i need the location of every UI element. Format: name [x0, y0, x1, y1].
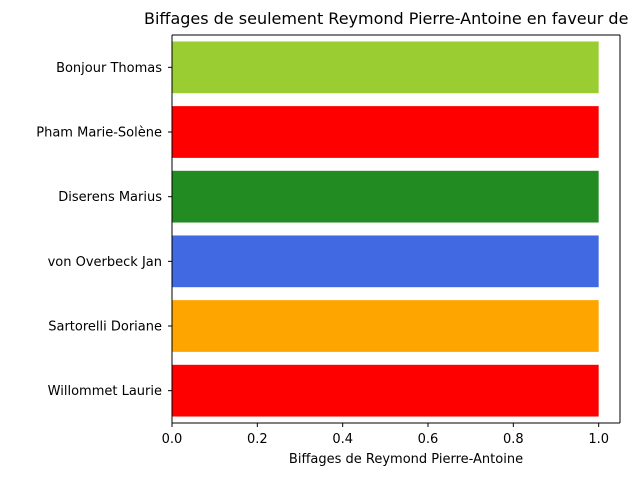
- bar-1: [172, 106, 599, 158]
- x-tick-label-5: 1.0: [588, 432, 609, 447]
- y-ticks-group: Bonjour Thomas Pham Marie-Solène Diserens …: [36, 61, 172, 399]
- y-tick-label-5: Willommet Laurie: [48, 384, 162, 399]
- x-tick-label-4: 0.8: [503, 432, 524, 447]
- x-tick-label-3: 0.6: [418, 432, 439, 447]
- y-tick-label-1: Pham Marie-Solène: [36, 126, 162, 141]
- bar-2: [172, 170, 599, 223]
- x-axis-label: Biffages de Reymond Pierre-Antoine: [289, 452, 523, 467]
- y-tick-label-2: Diserens Marius: [58, 190, 162, 205]
- x-tick-label-1: 0.2: [247, 432, 268, 447]
- y-tick-label-4: Sartorelli Doriane: [48, 320, 162, 335]
- bar-3: [172, 235, 599, 288]
- bar-0: [172, 41, 599, 94]
- y-tick-label-0: Bonjour Thomas: [56, 61, 162, 76]
- bars-group: [172, 41, 599, 417]
- x-tick-label-2: 0.4: [332, 432, 353, 447]
- x-ticks-group: 0.0 0.2 0.4 0.6 0.8 1.0: [162, 423, 609, 447]
- bar-5: [172, 364, 599, 417]
- bar-4: [172, 300, 599, 352]
- axes-group: [171, 34, 621, 424]
- y-tick-label-3: von Overbeck Jan: [48, 255, 162, 270]
- chart-title: Biffages de seulement Reymond Pierre-Ant…: [144, 9, 628, 28]
- x-tick-label-0: 0.0: [162, 432, 183, 447]
